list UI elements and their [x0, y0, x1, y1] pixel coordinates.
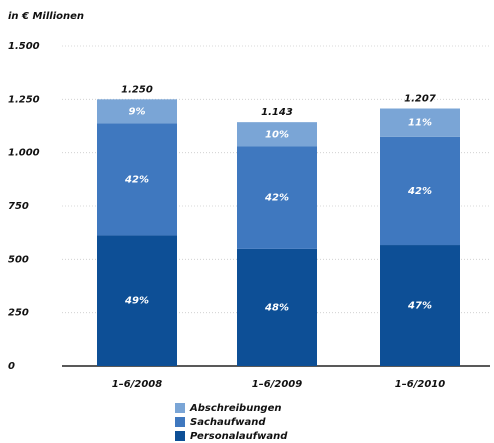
y-tick-label: 500	[8, 254, 29, 265]
x-tick-label: 1–6/2010	[395, 379, 445, 390]
legend-swatch	[175, 403, 185, 413]
y-tick-label: 250	[8, 308, 29, 319]
total-label: 1.250	[121, 84, 153, 95]
bar-segment	[237, 122, 317, 147]
x-tick-label: 1–6/2009	[252, 379, 302, 390]
segment-label: 42%	[264, 193, 289, 204]
total-label: 1.207	[404, 94, 436, 105]
bar-segment	[237, 248, 317, 366]
total-label: 1.143	[261, 107, 293, 118]
bar-segment	[97, 123, 177, 236]
bar-segment	[97, 99, 177, 124]
legend-swatch	[175, 417, 185, 427]
y-tick-label: 1.500	[8, 41, 40, 52]
y-axis-label: in € Millionen	[8, 11, 84, 22]
x-tick-label: 1–6/2008	[112, 379, 162, 390]
bar-segment	[380, 108, 460, 137]
segment-label: 11%	[408, 118, 432, 129]
segment-label: 48%	[264, 302, 289, 313]
y-tick-label: 1.000	[8, 148, 40, 159]
bar-segment	[237, 146, 317, 249]
bar-segment	[380, 136, 460, 246]
bar-segment	[97, 235, 177, 366]
legend-swatch	[175, 431, 185, 441]
segment-label: 42%	[407, 186, 432, 197]
segment-label: 9%	[129, 106, 146, 117]
y-tick-label: 1.250	[8, 94, 40, 105]
legend-label: Personalaufwand	[190, 431, 288, 442]
y-tick-label: 0	[8, 361, 15, 372]
segment-label: 47%	[407, 301, 432, 312]
segment-label: 42%	[124, 174, 149, 185]
y-tick-label: 750	[8, 201, 29, 212]
legend-label: Sachaufwand	[190, 417, 266, 428]
segment-label: 49%	[124, 296, 149, 307]
bar-segment	[380, 245, 460, 366]
legend-label: Abschreibungen	[189, 403, 282, 414]
segment-label: 10%	[265, 129, 289, 140]
